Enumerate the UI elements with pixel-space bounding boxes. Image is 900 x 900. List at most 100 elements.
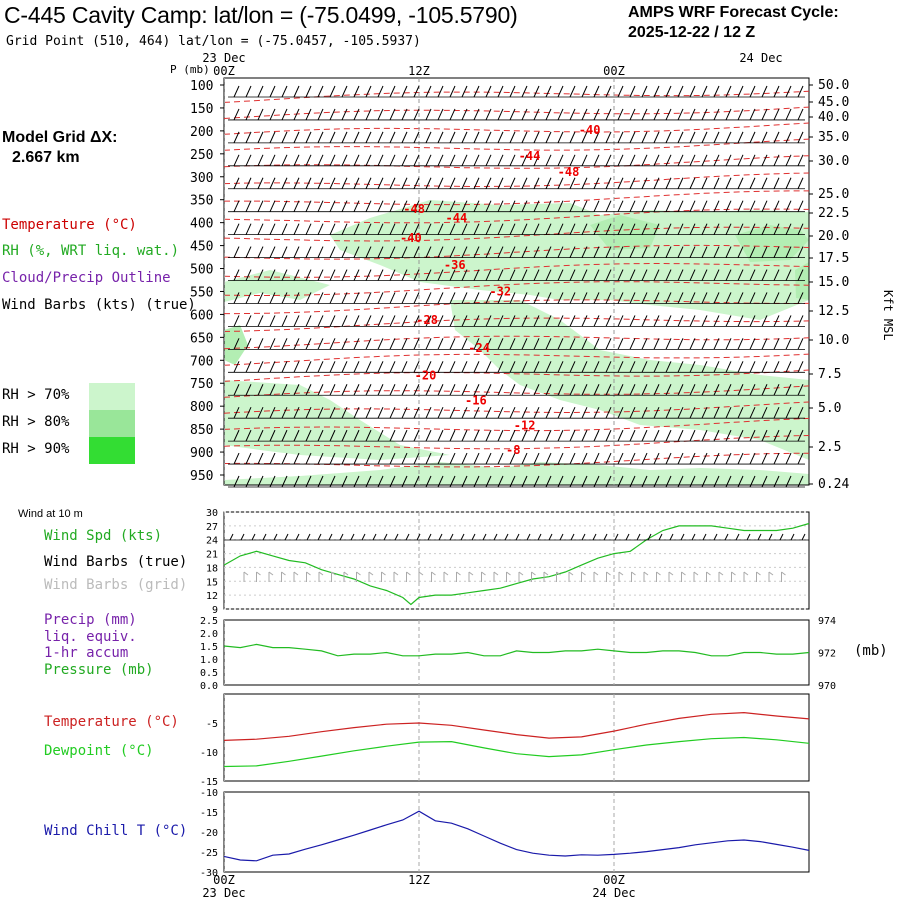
wind-barb (437, 200, 444, 212)
wind-barb (641, 361, 648, 373)
wind-barb (545, 475, 552, 488)
wind-barb (461, 85, 468, 98)
wind-barb (497, 361, 504, 373)
wind-barb (485, 131, 492, 144)
wind-barb (269, 292, 276, 304)
wind-barb (383, 533, 388, 541)
wind-barb (437, 361, 444, 373)
y-tick-label: -25 (200, 848, 218, 859)
wind-barb (497, 429, 504, 442)
wind-barb (329, 223, 336, 235)
wind-barb (641, 85, 648, 98)
y-tick-label: 15 (206, 577, 218, 588)
temperature-contour (223, 335, 810, 350)
wind-barb (701, 406, 708, 419)
wind-barb (473, 200, 480, 212)
wind-barb (689, 154, 696, 167)
wind-barb (401, 200, 408, 212)
wind-barb (605, 200, 612, 212)
wind-barb (461, 131, 468, 144)
height-tick-label: 15.0 (818, 275, 849, 290)
wind-barb-grid (468, 571, 474, 576)
wind-barb (281, 85, 288, 98)
wind-barb (570, 533, 575, 541)
pressure-tick-label: 400 (190, 217, 213, 232)
wind-barb (797, 246, 804, 258)
wind-barb (761, 177, 768, 189)
wind-barb (737, 406, 744, 419)
wind-barb (365, 246, 372, 258)
wind-barb (245, 338, 252, 350)
wind-barb (521, 85, 528, 98)
wind-barb (605, 429, 612, 442)
wind-barb (269, 108, 276, 121)
wind-barb (629, 315, 636, 327)
wind-barb (245, 361, 252, 373)
wind-barb (482, 533, 487, 541)
wind-barb (605, 131, 612, 144)
wind-barb (269, 269, 276, 281)
wind-barb (485, 292, 492, 304)
wind-barb-grid (718, 571, 724, 576)
temperature-contour (223, 281, 810, 296)
wind-barb (509, 429, 516, 442)
wind-barb (401, 475, 408, 488)
temperature-label: -40 (400, 231, 422, 245)
wind-barb (269, 177, 276, 189)
wind-barb (269, 246, 276, 258)
wind-barb (401, 292, 408, 304)
wind-barb (329, 292, 336, 304)
wind-barb (473, 223, 480, 235)
wind-barb (603, 533, 608, 541)
wind-barb (257, 177, 264, 189)
wind-barb (401, 361, 408, 373)
wind-barb (437, 154, 444, 167)
wind-barb (509, 315, 516, 327)
wind-barb (413, 177, 420, 189)
wind-barb (413, 200, 420, 212)
wind-barb (305, 361, 312, 373)
wind-barb (545, 292, 552, 304)
wind-barb (365, 475, 372, 488)
wind-barb (617, 177, 624, 189)
wind-barb (485, 246, 492, 258)
wind-barb (677, 406, 684, 419)
height-tick-label: 0.24 (818, 477, 849, 492)
wind-barb (617, 361, 624, 373)
wind-barb (449, 246, 456, 258)
wind-barb (713, 85, 720, 98)
wind-barb (773, 85, 780, 98)
temperature-label: -32 (489, 284, 511, 298)
wind-barb (749, 269, 756, 281)
wind-barb (449, 154, 456, 167)
wind-barb (389, 131, 396, 144)
wind-barb (737, 429, 744, 442)
wind-barb (797, 223, 804, 235)
wind-barb (629, 384, 636, 396)
wind-barb (761, 475, 768, 488)
wind-barb (449, 475, 456, 488)
wind-barb (461, 177, 468, 189)
wind-barb (677, 384, 684, 396)
wind-barb (329, 429, 336, 442)
wind-barb (341, 384, 348, 396)
wind-barb (641, 292, 648, 304)
wind-barb (317, 315, 324, 327)
wind-barb (389, 406, 396, 419)
wind-barb (773, 223, 780, 235)
wind-barb (413, 406, 420, 419)
wind-barb (233, 475, 240, 488)
wind-barb (281, 429, 288, 442)
wind-barb (245, 406, 252, 419)
wind-barb (245, 384, 252, 396)
wind-barb (329, 315, 336, 327)
wind-barb (401, 269, 408, 281)
wind-barb (353, 200, 360, 212)
wind-barb (653, 429, 660, 442)
wind-barb (749, 315, 756, 327)
wind-barb-grid (518, 571, 524, 576)
wind-barb (437, 177, 444, 189)
wind-barb (521, 246, 528, 258)
wind-barb (425, 406, 432, 419)
wind-barb (557, 269, 564, 281)
